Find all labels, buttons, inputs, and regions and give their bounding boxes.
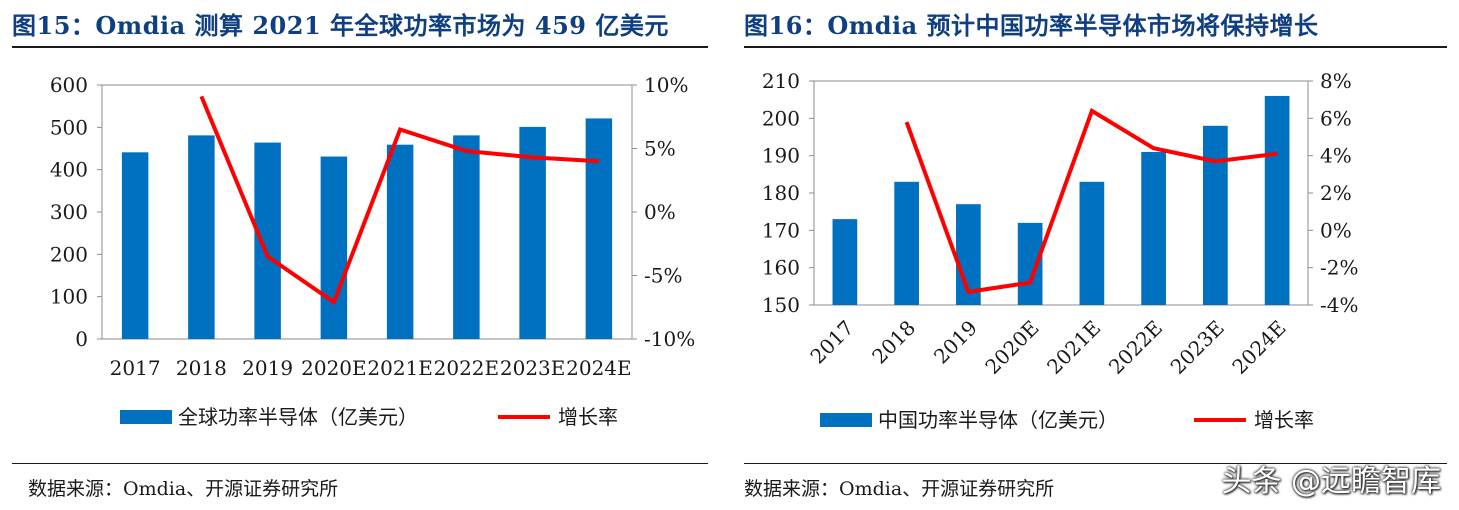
figure-15-right-tick-label: -5% (644, 264, 683, 288)
figure-15-legend-bar-label: 全球功率半导体（亿美元） (178, 405, 418, 429)
figure-15-bar-2024E (585, 118, 613, 340)
figure-16-left-tick-label: 160 (762, 256, 800, 280)
figure-15-bar-2020E (320, 156, 348, 339)
figure-16-bar-2018 (894, 181, 919, 305)
figure-16-top-rule (744, 46, 1447, 48)
figure-16-bottom-rule (744, 463, 1447, 464)
figure-16-right-tick-label: 8% (1320, 69, 1352, 93)
figure-15-left-tick-label: 0 (75, 327, 88, 351)
figure-16-left-tick-label: 190 (762, 144, 800, 168)
figure-16-left-tick-label: 170 (762, 218, 800, 242)
figure-16-left-tick-label: 210 (762, 69, 800, 93)
figure-15-chart: 0 100 200 300 400 500 600 -10% -5% 0% 5% 10% 2017 201… (50, 73, 695, 429)
figure-15-right-tick-label: 5% (644, 137, 676, 161)
figure-16-bar-2017 (832, 219, 858, 305)
figure-16-right-tick-label: 0% (1320, 218, 1352, 242)
figure-16-bar-2024E (1264, 95, 1290, 305)
figure-15-title: 图15：Omdia 测算 2021 年全球功率市场为 459 亿美元 (12, 11, 669, 40)
figure-15-right-tick-label: 0% (644, 200, 676, 224)
watermark: 头条 @远瞻智库 (1221, 464, 1441, 499)
figure-16-title: 图16：Omdia 预计中国功率半导体市场将保持增长 (744, 11, 1319, 40)
figure-15-source: 数据来源：Omdia、开源证券研究所 (28, 478, 339, 500)
figure-15-bar-2023E (519, 126, 546, 339)
figure-15-x-label: 2019 (242, 356, 293, 380)
figure-16-right-tick-label: 4% (1320, 144, 1352, 168)
figure-16-x-label: 2018 (867, 316, 920, 369)
figure-15-bottom-rule (12, 463, 708, 464)
figure-15-right-tick-label: -10% (644, 327, 695, 351)
figure-16-legend-bar-swatch (820, 413, 872, 427)
figure-16-left-tick-label: 180 (762, 181, 800, 205)
figure-15-x-label: 2022E (434, 356, 500, 380)
figure-16-x-label: 2020E (980, 316, 1043, 379)
figure-16-x-label: 2023E (1166, 316, 1229, 379)
figure-16-bar-2023E (1203, 125, 1228, 305)
figure-15-bar-2022E (453, 135, 480, 339)
figure-15-legend-line-label: 增长率 (558, 405, 618, 429)
figure-15-right-tick-label: 10% (644, 73, 688, 97)
figure-16-right-tick-label: 2% (1320, 181, 1352, 205)
figure-16-chart: 150 160 170 180 190 200 210 -4% -2% 0% 2% 4% 6% 8% 201… (762, 69, 1359, 432)
figure-15-left-tick-label: 300 (50, 200, 88, 224)
figure-16-bar-2021E (1079, 181, 1105, 305)
figure-15-left-tick-label: 200 (50, 242, 88, 266)
figure-16-left-tick-label: 150 (762, 293, 800, 317)
figure-15-bar-2017 (121, 152, 149, 339)
figure-16-bar-2022E (1141, 151, 1166, 305)
figure-16-legend-line-label: 增长率 (1254, 408, 1314, 432)
figure-15-bar-2018 (188, 135, 215, 339)
figure-16-right-tick-label: -2% (1320, 256, 1359, 280)
figure-15-left-tick-label: 500 (50, 115, 88, 139)
figure-16-x-label: 2019 (929, 316, 982, 369)
figure-16-left-tick-label: 200 (762, 106, 800, 130)
figure-16-x-label: 2021E (1042, 316, 1105, 379)
figure-15-left-tick-label: 400 (50, 158, 88, 182)
figure-16-source: 数据来源：Omdia、开源证券研究所 (744, 478, 1055, 500)
figure-15-left-tick-label: 100 (50, 285, 88, 309)
figure-16-growth-line (904, 107, 1278, 295)
figure-16-right-tick-label: 6% (1320, 106, 1352, 130)
figure-16-x-label: 2017 (805, 316, 858, 369)
figure-15-left-tick-label: 600 (50, 73, 88, 97)
figure-15-x-label: 2021E (367, 356, 433, 380)
figure-15-panel: 图15：Omdia 测算 2021 年全球功率市场为 459 亿美元 0 100 2… (0, 0, 712, 510)
figure-15-legend-bar-swatch (120, 410, 172, 424)
figure-16-right-tick-label: -4% (1320, 293, 1359, 317)
figure-16-panel: 图16：Omdia 预计中国功率半导体市场将保持增长 150 160 170 180 1… (740, 0, 1459, 510)
figure-15-x-label: 2017 (110, 356, 161, 380)
figure-15-top-rule (12, 46, 708, 48)
figure-16-x-label: 2024E (1227, 316, 1290, 379)
figure-15-x-label: 2018 (176, 356, 227, 380)
figure-15-x-label: 2020E (301, 356, 367, 380)
figure-15-bar-2019 (254, 142, 281, 339)
figure-15-x-label: 2023E (500, 356, 566, 380)
figure-15-bar-2021E (386, 144, 414, 339)
figure-16-x-label: 2022E (1104, 316, 1167, 379)
figure-15-x-label: 2024E (566, 356, 632, 380)
figure-15-growth-line (199, 95, 600, 306)
figure-16-legend-bar-label: 中国功率半导体（亿美元） (878, 408, 1118, 432)
